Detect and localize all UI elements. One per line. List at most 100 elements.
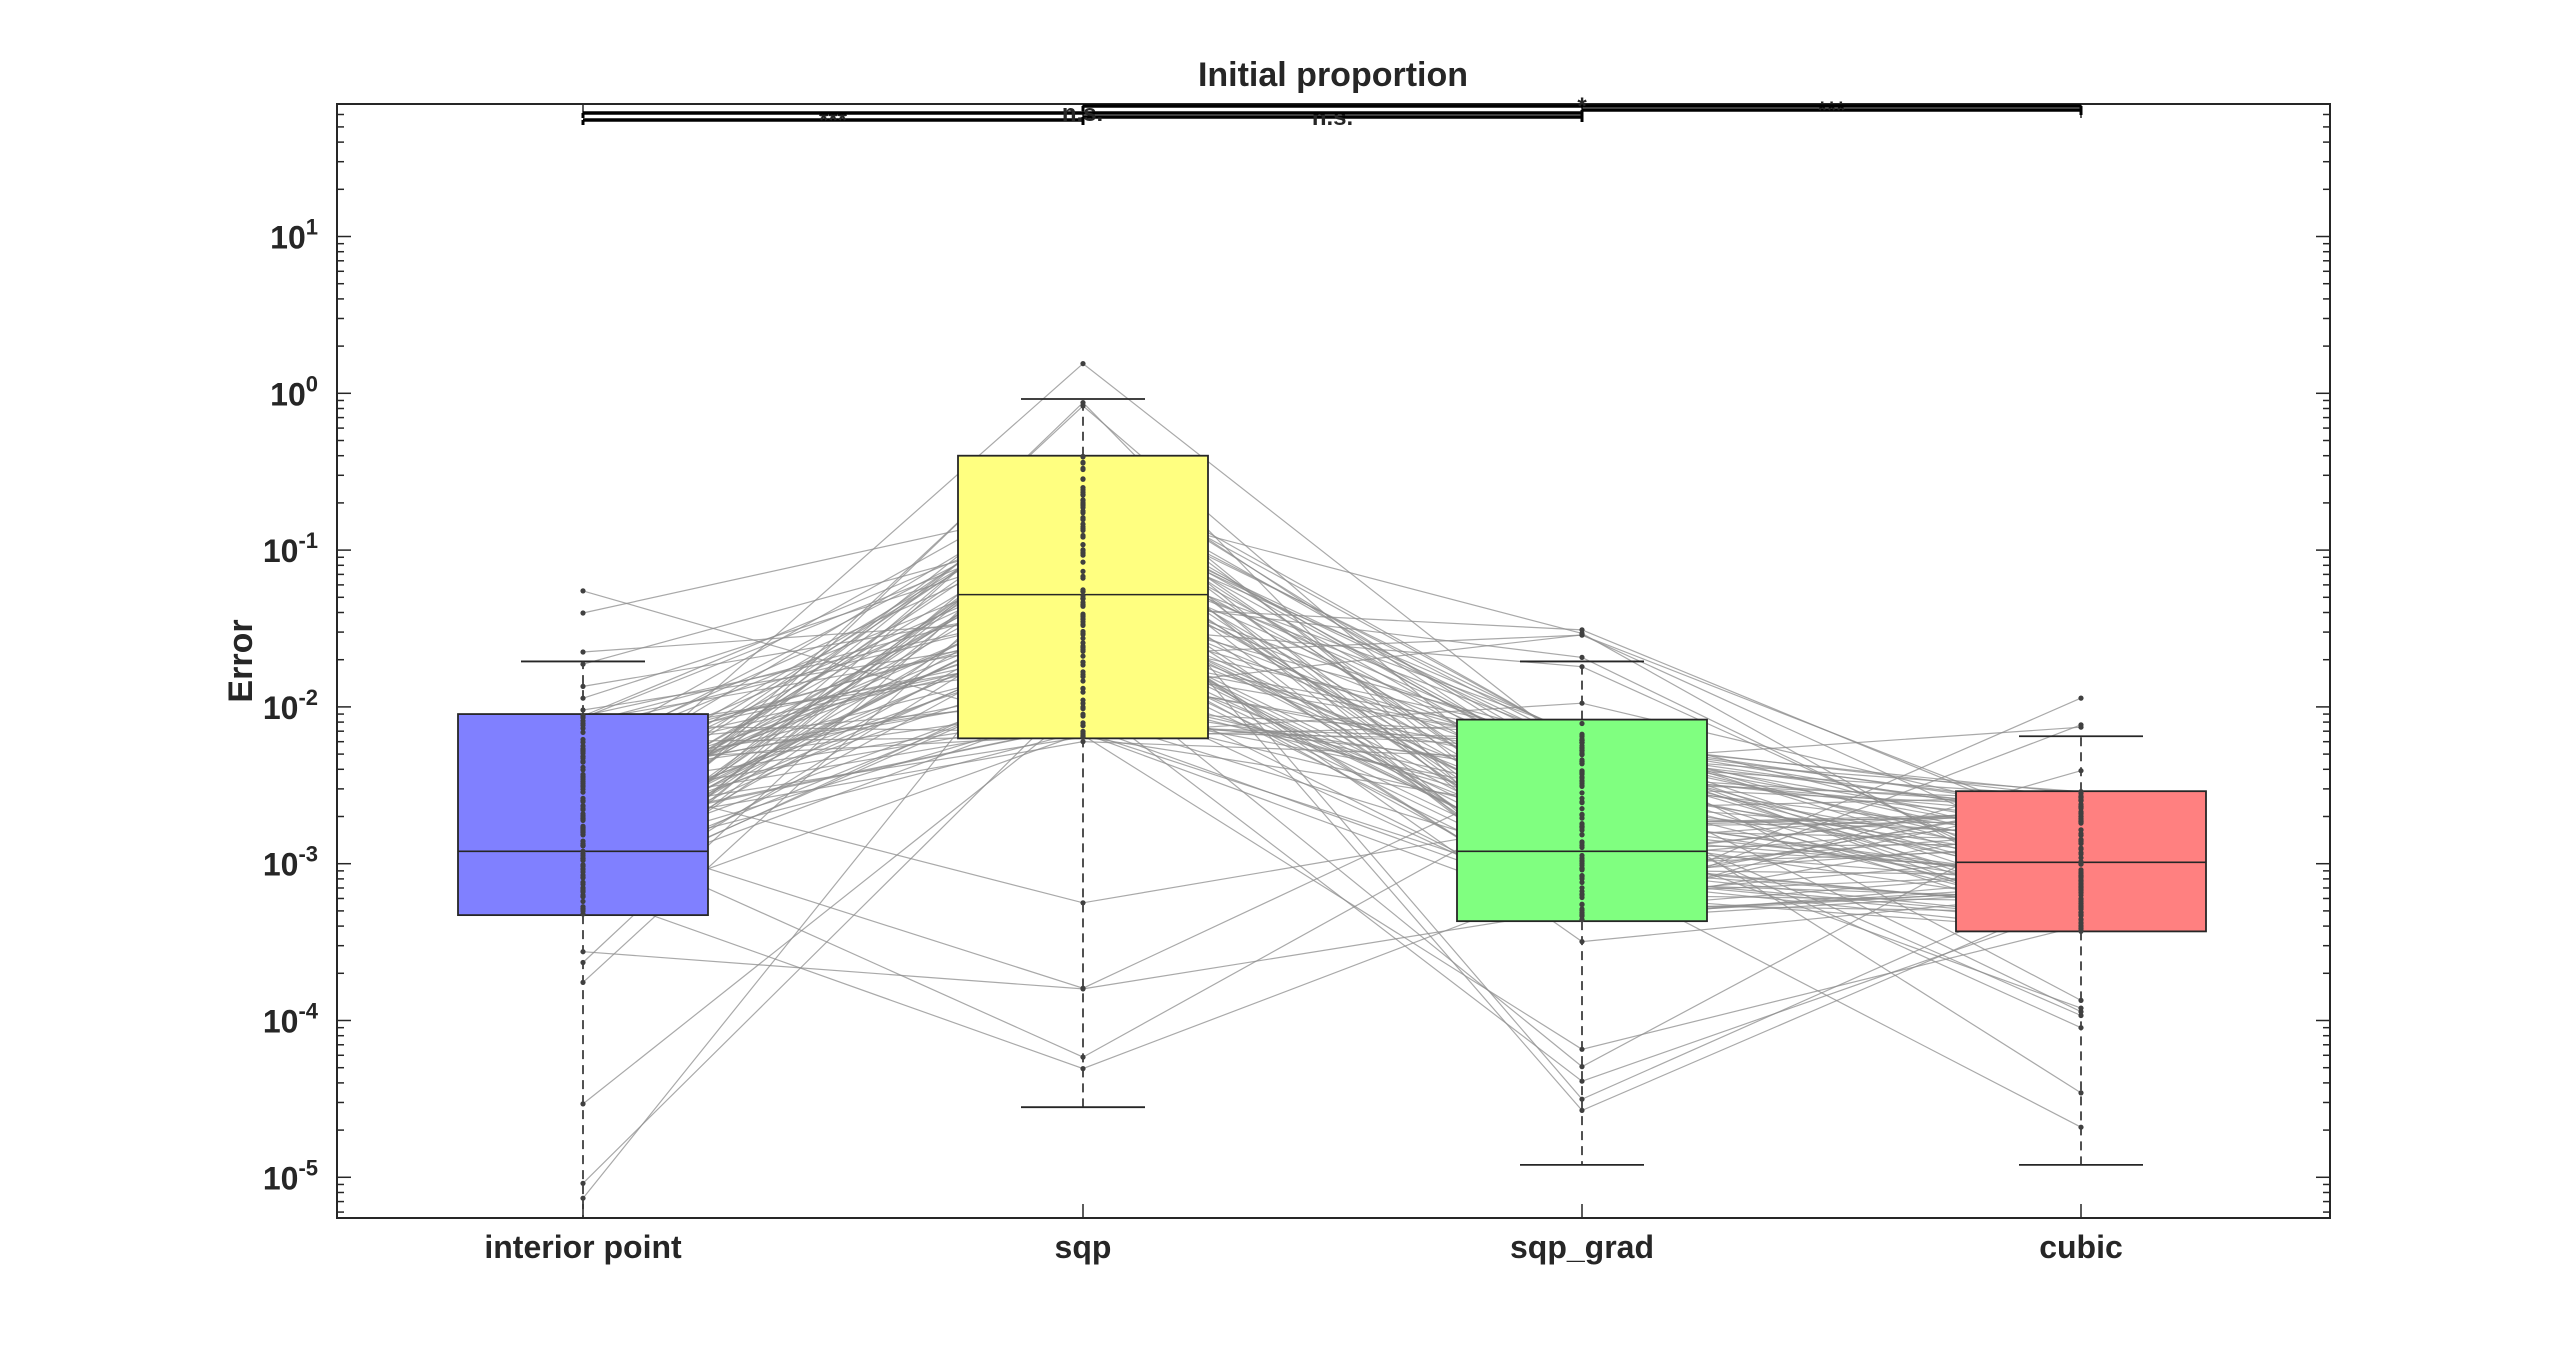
paired-observation-line [582, 401, 2082, 911]
x-tick-label-sqp-grad: sqp_grad [1510, 1229, 1654, 1265]
observation-point [2078, 832, 2084, 838]
paired-observation-line [582, 734, 2082, 1050]
observation-point [1579, 790, 1585, 796]
paired-observation-line [582, 549, 2082, 888]
observation-point [580, 825, 586, 831]
x-tick-label-sqp: sqp [1055, 1229, 1112, 1265]
observation-point [1579, 876, 1585, 882]
paired-observation-line [582, 633, 2082, 867]
observation-point [580, 805, 586, 812]
observation-point [1579, 901, 1585, 907]
observation-point [580, 750, 586, 757]
paired-observation-line [582, 575, 2082, 1199]
paired-observation-line [582, 680, 2082, 914]
observation-point [580, 862, 586, 868]
observation-point [1080, 403, 1086, 409]
observation-point [1579, 844, 1585, 851]
observation-point [2078, 1025, 2084, 1031]
observation-point [1080, 599, 1086, 606]
observation-point [580, 729, 586, 736]
paired-observation-line [582, 552, 2082, 928]
observation-point [580, 661, 586, 667]
observation-point [1080, 697, 1086, 703]
observation-point [580, 743, 586, 749]
observation-point [2078, 855, 2084, 861]
paired-observation-line [582, 706, 2082, 1029]
plot-area-frame [336, 103, 2331, 1219]
paired-observation-line [582, 405, 2082, 877]
observation-point [1080, 510, 1086, 516]
observation-point [1080, 596, 1086, 602]
paired-observation-line [582, 570, 2082, 889]
observation-point [1080, 611, 1086, 617]
paired-observation-line [582, 671, 2082, 893]
paired-observation-line [582, 503, 2082, 1094]
significance-label: *** [1817, 97, 1846, 124]
paired-observation-line [582, 715, 2082, 907]
observation-point [1080, 559, 1086, 565]
observation-point [580, 759, 586, 765]
paired-observation-line [582, 732, 2082, 917]
observation-point [2078, 837, 2084, 843]
observation-point [2078, 804, 2084, 810]
observation-point [1080, 722, 1086, 728]
observation-point [580, 779, 586, 785]
paired-observation-line [582, 577, 2082, 871]
y-tick-label: 10-5 [263, 1155, 318, 1196]
observation-point [580, 857, 586, 864]
y-tick-label: 10-1 [263, 528, 318, 569]
observation-point [1080, 588, 1086, 594]
observation-point [1579, 664, 1585, 670]
paired-observation-line [582, 528, 2082, 914]
paired-observation-line [582, 618, 2082, 909]
observation-point [2078, 926, 2084, 932]
observation-point [580, 610, 586, 616]
observation-point [2078, 1012, 2084, 1019]
points-layer [580, 361, 2084, 1201]
paired-observation-line [582, 649, 2082, 821]
observation-point [580, 707, 586, 713]
observation-point [580, 789, 586, 795]
observation-point [1579, 939, 1585, 945]
observation-point [580, 798, 586, 805]
paired-observation-line [582, 502, 2082, 914]
observation-point [2078, 816, 2084, 823]
observation-point [1080, 492, 1086, 498]
observation-point [2078, 1124, 2084, 1130]
paired-observation-line [582, 730, 2082, 904]
observation-point [580, 718, 586, 724]
chart-title: Initial proportion [1198, 56, 1468, 94]
paired-observation-line [582, 590, 2082, 822]
observation-point [1080, 662, 1086, 668]
paired-observation-line [582, 687, 2082, 1184]
observation-point [580, 725, 586, 732]
paired-observation-line [582, 706, 2082, 1105]
observation-point [580, 979, 586, 986]
observation-point [2078, 909, 2084, 916]
observation-point [1579, 917, 1585, 923]
observation-point [1579, 852, 1585, 859]
observation-point [2078, 859, 2084, 865]
observation-point [1579, 824, 1585, 830]
observation-point [580, 908, 586, 914]
observation-point [1579, 806, 1585, 812]
observation-point [1080, 459, 1086, 465]
observation-point [1579, 700, 1585, 706]
observation-point [2078, 695, 2084, 701]
axes-layer: 10-5 10-4 10-3 10-2 10-1 100 101 interior point… [263, 103, 2331, 1265]
y-tick-label: 101 [270, 215, 318, 256]
paired-observation-line [582, 688, 2082, 864]
observation-point [1579, 1046, 1585, 1052]
significance-label: n.s. [1312, 104, 1353, 131]
observation-point [580, 739, 586, 745]
paired-observation-line [582, 499, 2082, 833]
observation-point [1080, 713, 1086, 719]
y-axis-label: Error [222, 619, 260, 702]
observation-point [580, 959, 586, 966]
observation-point [1579, 866, 1585, 872]
observation-point [580, 848, 586, 854]
significance-layer: *** n.s.n.s. **** [581, 93, 2083, 134]
observation-point [1080, 643, 1086, 649]
paired-observation-line [582, 551, 2082, 930]
paired-observation-line [582, 878, 2082, 1070]
